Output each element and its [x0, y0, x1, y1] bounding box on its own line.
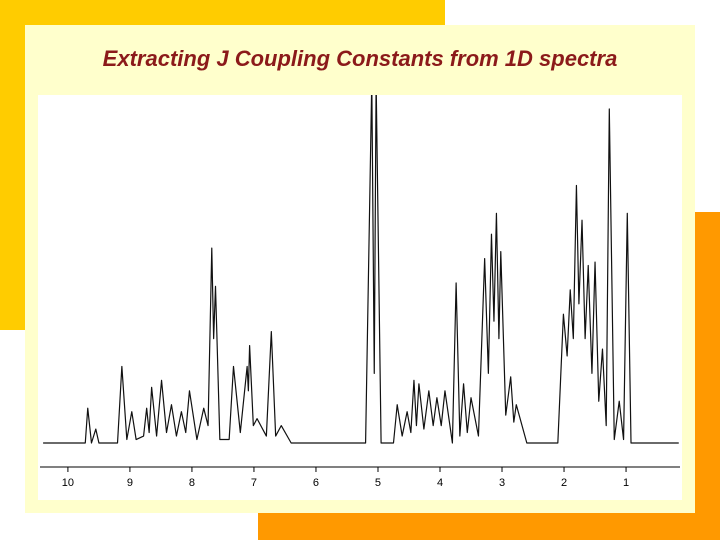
x-tick-label: 1: [623, 477, 629, 489]
x-tick-label: 10: [62, 477, 74, 489]
x-tick-label: 6: [313, 477, 319, 489]
plot-area: [38, 95, 682, 500]
x-tick-label: 5: [375, 477, 381, 489]
spectrum-line: [43, 95, 679, 444]
x-tick-label: 9: [127, 477, 133, 489]
x-tick-label: 7: [251, 477, 257, 489]
chart-title: Extracting J Coupling Constants from 1D …: [103, 46, 618, 71]
x-tick-label: 3: [499, 477, 505, 489]
x-tick-label: 8: [189, 477, 195, 489]
x-tick-label: 4: [437, 477, 443, 489]
x-tick-label: 2: [561, 477, 567, 489]
